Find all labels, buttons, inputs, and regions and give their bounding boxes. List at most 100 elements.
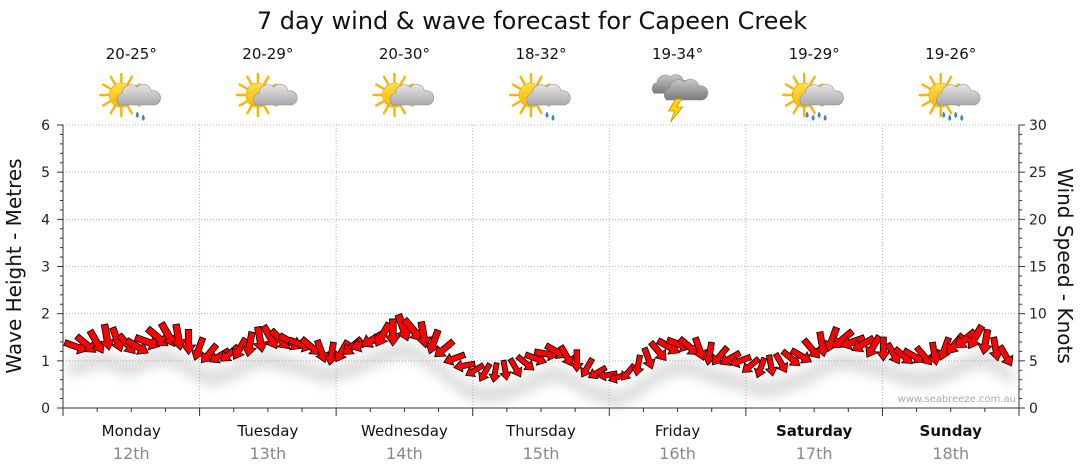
day-date: 18th xyxy=(932,444,969,463)
wave-shadow-band xyxy=(68,341,1014,408)
wind-arrow xyxy=(124,337,149,355)
wind-arrow xyxy=(789,347,813,364)
wind-arrow xyxy=(840,334,867,351)
wind-arrow xyxy=(208,347,231,364)
wind-arrow xyxy=(557,344,574,367)
wind-arrow xyxy=(323,341,339,366)
day-name: Monday xyxy=(102,422,161,440)
wind-arrow xyxy=(997,344,1014,367)
wind-arrows xyxy=(63,313,1014,384)
left-tick-label: 5 xyxy=(41,165,50,181)
right-tick-label: 5 xyxy=(1029,354,1038,370)
chart-title: 7 day wind & wave forecast for Capeen Cr… xyxy=(257,7,807,35)
wind-arrow xyxy=(465,362,486,377)
day-temp-range: 20-29° xyxy=(242,45,293,63)
right-tick-label: 0 xyxy=(1029,401,1038,417)
wind-arrow xyxy=(851,334,876,353)
day-temp-range: 19-34° xyxy=(652,45,703,63)
wind-arrow xyxy=(569,349,584,373)
wind-arrow xyxy=(74,333,97,353)
left-tick-label: 2 xyxy=(41,307,50,323)
wind-arrow xyxy=(631,354,645,377)
wind-arrow xyxy=(488,361,501,383)
wind-arrow xyxy=(144,325,169,347)
wind-arrow xyxy=(927,341,943,366)
wind-arrow xyxy=(200,342,220,364)
sun-cloud-rain-icon xyxy=(781,72,844,121)
wind-arrow xyxy=(220,343,241,362)
left-tick-label: 3 xyxy=(41,260,50,276)
day-date: 16th xyxy=(659,444,696,463)
wind-arrow xyxy=(875,336,891,362)
wind-arrow xyxy=(241,331,257,358)
weather-icons xyxy=(99,72,981,123)
wind-arrow xyxy=(677,335,700,356)
wind-arrow xyxy=(966,323,986,350)
wind-arrow xyxy=(415,320,433,349)
day-name: Friday xyxy=(655,422,701,440)
wind-arrow xyxy=(753,356,768,379)
wind-arrow xyxy=(691,336,708,361)
wind-arrow xyxy=(507,357,523,378)
day-name: Tuesday xyxy=(236,422,298,440)
wind-arrow xyxy=(434,338,456,358)
daily-temperatures: 20-25° 20-29° 20-30° 18-32° 19-34° 19-29° 19-2… xyxy=(106,45,977,63)
wind-arrow xyxy=(515,353,535,371)
wind-arrow xyxy=(580,356,596,378)
wind-arrow xyxy=(764,354,778,377)
day-temp-range: 18-32° xyxy=(515,45,566,63)
wind-arrow xyxy=(772,351,789,374)
sun-cloud-rain-icon xyxy=(918,72,981,121)
wind-arrow xyxy=(499,359,512,381)
right-tick-label: 20 xyxy=(1029,212,1047,228)
left-tick-label: 4 xyxy=(41,212,50,228)
right-tick-label: 30 xyxy=(1029,118,1047,134)
wind-arrow xyxy=(157,321,177,348)
thunderstorm-icon xyxy=(651,74,709,123)
wave-shadow xyxy=(68,341,1014,408)
day-date: 12th xyxy=(113,444,150,463)
day-date: 14th xyxy=(386,444,423,463)
wind-arrow xyxy=(711,344,730,366)
wind-arrow xyxy=(641,346,656,370)
wind-arrow xyxy=(954,328,978,349)
wind-arrow xyxy=(99,323,116,351)
day-temp-range: 20-30° xyxy=(379,45,430,63)
wind-arrow xyxy=(780,348,801,367)
day-labels: Monday 12th Tuesday 13th Wednesday 14th Thursd… xyxy=(102,422,982,463)
day-name: Thursday xyxy=(505,422,576,440)
sun-cloud-icon xyxy=(372,72,434,118)
right-axis-title: Wind Speed - Knots xyxy=(1053,168,1077,364)
day-name: Wednesday xyxy=(361,422,448,440)
sun-cloud-shower-icon xyxy=(508,72,571,121)
wind-arrow xyxy=(180,329,197,356)
wind-arrow xyxy=(478,362,493,382)
wind-arrow xyxy=(741,356,761,373)
sun-cloud-icon xyxy=(235,72,298,118)
wind-arrow xyxy=(865,333,883,358)
day-date: 15th xyxy=(523,444,560,463)
day-date: 13th xyxy=(249,444,286,463)
sun-cloud-shower-icon xyxy=(99,72,161,121)
wind-arrow xyxy=(901,347,925,364)
left-axis-title: Wave Height - Metres xyxy=(2,158,26,373)
left-tick-label: 0 xyxy=(41,401,50,417)
day-date: 17th xyxy=(796,444,833,463)
left-tick-label: 6 xyxy=(41,118,50,134)
day-name: Saturday xyxy=(776,422,853,440)
day-name: Sunday xyxy=(920,422,983,440)
wind-arrow xyxy=(443,351,467,366)
wind-arrow xyxy=(914,344,933,366)
right-tick-label: 15 xyxy=(1029,260,1047,276)
day-temp-range: 19-26° xyxy=(925,45,976,63)
wind-arrow xyxy=(719,349,742,366)
day-temp-range: 20-25° xyxy=(106,45,157,63)
wind-arrow xyxy=(401,316,423,342)
wind-arrow xyxy=(170,323,187,351)
wind-arrow xyxy=(453,359,476,373)
right-tick-label: 10 xyxy=(1029,307,1047,323)
wind-arrow xyxy=(252,325,269,353)
axes: 0 1 2 3 4 5 6 0 5 10 15 20 25 30 xyxy=(41,118,1047,417)
wind-arrow xyxy=(587,364,608,380)
